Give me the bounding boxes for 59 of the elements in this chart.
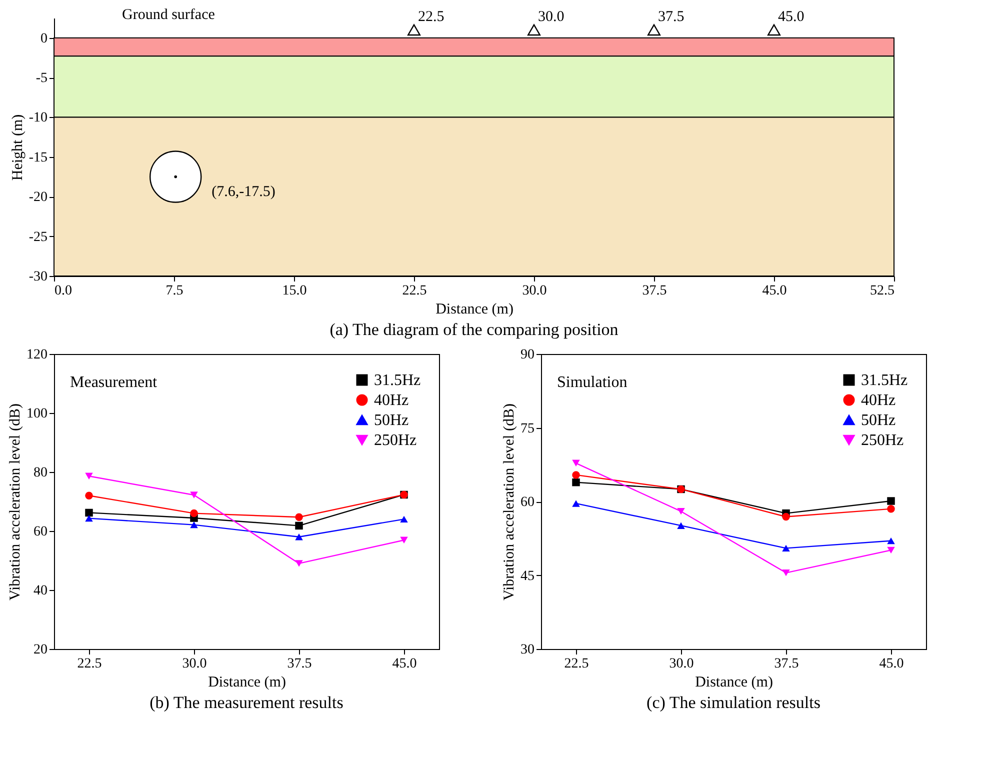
- y-tick-label: 45: [520, 568, 534, 584]
- y-tick-label: -25: [28, 230, 48, 245]
- x-axis-title: Distance (m): [695, 674, 773, 690]
- annotation: Simulation: [557, 374, 628, 391]
- legend-label: 50Hz: [374, 412, 409, 429]
- y-tick-label: 90: [520, 348, 534, 362]
- y-tick-label: -20: [28, 190, 48, 206]
- x-tick-label: 45.0: [762, 284, 787, 298]
- y-axis-title: Height (m): [10, 114, 26, 181]
- annotation: Measurement: [70, 374, 158, 391]
- legend-label: 40Hz: [861, 392, 896, 409]
- annotation: 45.0: [778, 8, 804, 25]
- y-tick-label: 80: [34, 466, 48, 480]
- y-tick-label: 120: [26, 348, 48, 362]
- y-tick-label: 100: [26, 406, 48, 422]
- x-tick-label: 30.0: [522, 284, 547, 298]
- annotation: 37.5: [658, 8, 684, 25]
- x-tick-label: 7.5: [166, 284, 184, 298]
- x-tick-label: 37.5: [642, 284, 667, 298]
- x-tick-label: 45.0: [879, 656, 904, 672]
- x-tick-label: 30.0: [669, 656, 694, 672]
- y-axis-title: Vibration acceleration level (dB): [502, 404, 518, 600]
- legend-label: 31.5Hz: [861, 372, 908, 389]
- y-tick-label: 0: [40, 31, 48, 46]
- y-tick-label: -10: [28, 110, 48, 126]
- x-tick-label: 0.0: [54, 284, 72, 298]
- y-tick-label: -15: [28, 150, 48, 166]
- annotation: 30.0: [538, 8, 564, 25]
- legend-label: 50Hz: [861, 412, 896, 429]
- legend-label: 250Hz: [861, 432, 904, 449]
- legend-label: 250Hz: [374, 432, 417, 449]
- annotation: (7.6,-17.5): [212, 184, 276, 200]
- x-axis-title: Distance (m): [436, 302, 514, 318]
- text: (c) The simulation results: [646, 693, 820, 712]
- y-axis-title: Vibration acceleration level (dB): [8, 404, 24, 600]
- text: (a) The diagram of the comparing position: [330, 320, 619, 339]
- x-axis-title: Distance (m): [208, 674, 286, 690]
- y-tick-label: -5: [36, 71, 48, 86]
- y-tick-label: -30: [28, 270, 48, 284]
- x-tick-label: 22.5: [77, 656, 102, 672]
- y-tick-label: 60: [520, 495, 534, 510]
- x-tick-label: 52.5: [870, 284, 894, 298]
- annotation: 22.5: [418, 8, 444, 25]
- x-tick-label: 45.0: [392, 656, 417, 672]
- text: (b) The measurement results: [150, 693, 344, 712]
- x-tick-label: 37.5: [774, 656, 799, 672]
- x-tick-label: 37.5: [287, 656, 312, 672]
- legend-label: 40Hz: [374, 392, 409, 409]
- y-tick-label: 30: [520, 642, 534, 658]
- y-tick-label: 60: [34, 524, 48, 540]
- x-tick-label: 22.5: [402, 284, 427, 298]
- y-tick-label: 40: [34, 584, 48, 598]
- x-tick-label: 22.5: [564, 656, 589, 672]
- annotation: Ground surface: [122, 6, 216, 23]
- y-tick-label: 75: [520, 421, 534, 436]
- legend-label: 31.5Hz: [374, 372, 421, 389]
- y-tick-label: 20: [34, 642, 48, 658]
- x-tick-label: 30.0: [182, 656, 207, 672]
- x-tick-label: 15.0: [282, 284, 307, 298]
